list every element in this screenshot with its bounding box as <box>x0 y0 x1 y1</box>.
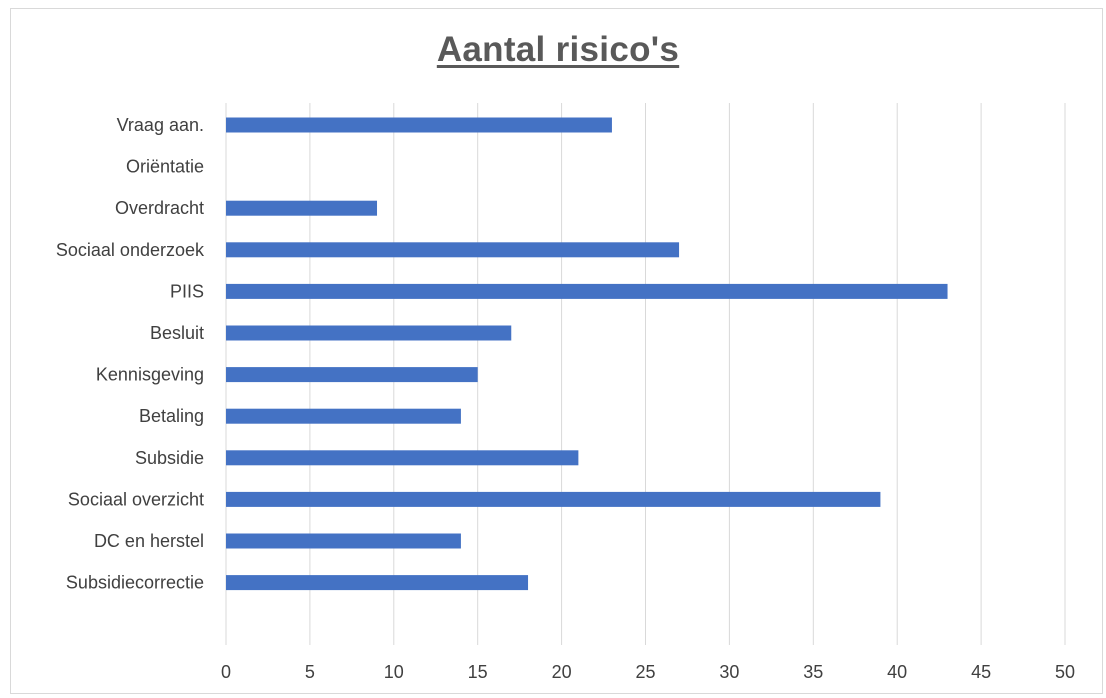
bar <box>226 200 378 216</box>
bar <box>226 533 461 549</box>
category-label: Subsidiecorrectie <box>66 573 204 593</box>
bar <box>226 117 612 133</box>
category-label: Besluit <box>150 323 204 343</box>
category-label: Subsidie <box>135 448 204 468</box>
category-label: Vraag aan. <box>117 115 204 135</box>
x-tick-label: 5 <box>305 662 315 682</box>
x-tick-label: 35 <box>803 662 823 682</box>
x-tick-label: 45 <box>971 662 991 682</box>
bar <box>226 242 680 258</box>
category-label: Kennisgeving <box>96 365 204 385</box>
bar <box>226 408 461 424</box>
bars <box>226 117 948 591</box>
bar <box>226 283 948 299</box>
x-tick-label: 25 <box>635 662 655 682</box>
x-tick-label: 0 <box>221 662 231 682</box>
category-label: Oriëntatie <box>126 157 204 177</box>
category-label: Sociaal overzicht <box>68 489 204 509</box>
category-labels: Vraag aan. Oriëntatie Overdracht Sociaal on… <box>56 115 205 593</box>
bar <box>226 450 579 466</box>
category-label: Betaling <box>139 406 204 426</box>
x-tick-label: 15 <box>468 662 488 682</box>
x-tick-label: 10 <box>384 662 404 682</box>
chart-title: Aantal risico's <box>436 30 680 69</box>
x-tick-label: 20 <box>552 662 572 682</box>
x-tick-label: 30 <box>719 662 739 682</box>
x-tick-label: 40 <box>887 662 907 682</box>
x-tick-labels: 0 5 10 15 20 25 30 35 40 45 50 <box>221 662 1075 682</box>
bar <box>226 367 478 383</box>
bar <box>226 575 529 591</box>
category-label: DC en herstel <box>94 531 204 551</box>
bar <box>226 325 512 341</box>
gridlines <box>225 103 1066 645</box>
bar <box>226 491 881 507</box>
x-tick-label: 50 <box>1055 662 1075 682</box>
category-label: Overdracht <box>115 198 204 218</box>
category-label: Sociaal onderzoek <box>56 240 205 260</box>
category-label: PIIS <box>170 281 204 301</box>
